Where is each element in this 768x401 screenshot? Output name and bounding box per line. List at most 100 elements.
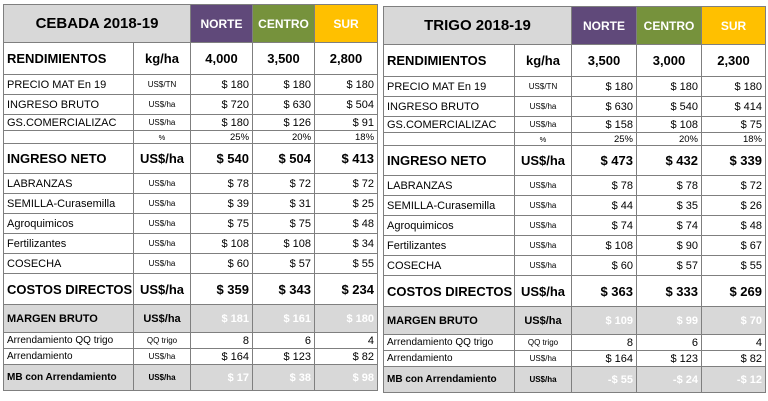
value-norte: 4,000 bbox=[190, 42, 254, 75]
header-row: TRIGO 2018-19 NORTE CENTRO SUR bbox=[383, 6, 766, 45]
row-arrendamiento-qq: Arrendamiento QQ trigo QQ trigo 8 6 4 bbox=[383, 334, 766, 351]
row-rendimientos: RENDIMIENTOS kg/ha 4,000 3,500 2,800 bbox=[3, 42, 379, 75]
value-sur: $ 82 bbox=[314, 348, 379, 365]
row-label: INGRESO BRUTO bbox=[3, 94, 134, 115]
row-gs-comercializac: GS.COMERCIALIZAC US$/ha $ 180 $ 126 $ 91 bbox=[3, 114, 379, 131]
row-unit: US$/ha bbox=[514, 215, 572, 236]
value-centro: $ 35 bbox=[636, 195, 702, 216]
value-centro: $ 180 bbox=[252, 74, 316, 95]
row-label: INGRESO BRUTO bbox=[383, 96, 515, 117]
value-norte: $ 473 bbox=[571, 145, 637, 176]
value-centro: $ 57 bbox=[252, 253, 316, 274]
row-precio: PRECIO MAT En 19 US$/TN $ 180 $ 180 $ 18… bbox=[383, 76, 766, 97]
row-agroquimicos: Agroquimicos US$/ha $ 75 $ 75 $ 48 bbox=[3, 213, 379, 234]
row-costos-directos: COSTOS DIRECTOS US$/ha $ 359 $ 343 $ 234 bbox=[3, 273, 379, 305]
row-unit: US$/ha bbox=[514, 195, 572, 216]
value-norte: $ 109 bbox=[571, 306, 637, 335]
row-label: MARGEN BRUTO bbox=[3, 304, 134, 333]
value-norte: 25% bbox=[571, 132, 637, 146]
value-sur: $ 75 bbox=[701, 116, 766, 133]
row-mb-arrendamiento: MB con Arrendamiento US$/ha $ 17 $ 38 $ … bbox=[3, 364, 379, 391]
value-norte: $ 44 bbox=[571, 195, 637, 216]
value-sur: $ 98 bbox=[314, 364, 379, 391]
value-norte: $ 180 bbox=[190, 74, 254, 95]
value-sur: $ 91 bbox=[314, 114, 379, 131]
row-label: Arrendamiento QQ trigo bbox=[3, 332, 134, 349]
row-label: Fertilizantes bbox=[3, 233, 134, 254]
value-norte: $ 158 bbox=[571, 116, 637, 133]
value-centro: $ 180 bbox=[636, 76, 702, 97]
row-label: COSECHA bbox=[3, 253, 134, 274]
value-centro: $ 540 bbox=[636, 96, 702, 117]
table-title: TRIGO 2018-19 bbox=[383, 6, 572, 45]
value-centro: $ 333 bbox=[636, 275, 702, 307]
value-sur: $ 55 bbox=[314, 253, 379, 274]
row-unit: US$/ha bbox=[514, 350, 572, 367]
row-label: Agroquimicos bbox=[383, 215, 515, 236]
cebada-table: CEBADA 2018-19 NORTE CENTRO SUR RENDIMIE… bbox=[2, 4, 379, 391]
row-cosecha: COSECHA US$/ha $ 60 $ 57 $ 55 bbox=[3, 253, 379, 274]
value-norte: $ 60 bbox=[190, 253, 254, 274]
row-label: Arrendamiento bbox=[3, 348, 134, 365]
value-centro: $ 123 bbox=[636, 350, 702, 367]
value-centro: $ 630 bbox=[252, 94, 316, 115]
row-unit: kg/ha bbox=[132, 42, 192, 75]
row-unit: US$/ha bbox=[514, 306, 572, 335]
row-label: PRECIO MAT En 19 bbox=[3, 74, 134, 95]
row-unit: US$/ha bbox=[132, 213, 192, 234]
value-norte: $ 630 bbox=[571, 96, 637, 117]
row-label: INGRESO NETO bbox=[383, 145, 515, 176]
value-centro: $ 57 bbox=[636, 255, 702, 276]
value-sur: $ 414 bbox=[701, 96, 766, 117]
table-title: CEBADA 2018-19 bbox=[2, 4, 192, 43]
row-label: Agroquimicos bbox=[3, 213, 134, 234]
value-centro: $ 108 bbox=[252, 233, 316, 254]
value-sur: $ 234 bbox=[314, 273, 379, 305]
value-centro: $ 126 bbox=[252, 114, 316, 131]
value-sur: $ 34 bbox=[314, 233, 379, 254]
row-label: GS.COMERCIALIZAC bbox=[383, 116, 515, 133]
value-sur: $ 180 bbox=[701, 76, 766, 97]
row-label: MB con Arrendamiento bbox=[383, 366, 515, 393]
value-norte: $ 720 bbox=[190, 94, 254, 115]
value-norte: 8 bbox=[571, 334, 637, 351]
value-sur: $ 413 bbox=[314, 143, 379, 174]
row-unit: US$/ha bbox=[132, 193, 192, 214]
value-norte: $ 164 bbox=[571, 350, 637, 367]
row-label: LABRANZAS bbox=[3, 173, 134, 194]
row-arrendamiento: Arrendamiento US$/ha $ 164 $ 123 $ 82 bbox=[3, 348, 379, 365]
value-centro: $ 31 bbox=[252, 193, 316, 214]
row-arrendamiento: Arrendamiento US$/ha $ 164 $ 123 $ 82 bbox=[383, 350, 766, 367]
value-sur: -$ 12 bbox=[701, 366, 766, 393]
row-unit: US$/ha bbox=[132, 94, 192, 115]
row-label: RENDIMIENTOS bbox=[3, 42, 134, 75]
value-norte: $ 359 bbox=[190, 273, 254, 305]
row-unit: US$/TN bbox=[132, 74, 192, 95]
row-label: SEMILLA-Curasemilla bbox=[3, 193, 134, 214]
trigo-table: TRIGO 2018-19 NORTE CENTRO SUR RENDIMIEN… bbox=[383, 6, 766, 393]
row-unit: US$/ha bbox=[132, 348, 192, 365]
row-costos-directos: COSTOS DIRECTOS US$/ha $ 363 $ 333 $ 269 bbox=[383, 275, 766, 307]
value-sur: 4 bbox=[701, 334, 766, 351]
value-sur: $ 26 bbox=[701, 195, 766, 216]
row-margen-bruto: MARGEN BRUTO US$/ha $ 109 $ 99 $ 70 bbox=[383, 306, 766, 335]
row-label: INGRESO NETO bbox=[3, 143, 134, 174]
row-agroquimicos: Agroquimicos US$/ha $ 74 $ 74 $ 48 bbox=[383, 215, 766, 236]
value-norte: $ 180 bbox=[571, 76, 637, 97]
row-unit: US$/ha bbox=[514, 235, 572, 256]
row-mb-arrendamiento: MB con Arrendamiento US$/ha -$ 55 -$ 24 … bbox=[383, 366, 766, 393]
row-percent: % 25% 20% 18% bbox=[3, 130, 379, 144]
value-centro: -$ 24 bbox=[636, 366, 702, 393]
value-centro: $ 99 bbox=[636, 306, 702, 335]
value-centro: 6 bbox=[252, 332, 316, 349]
row-unit: % bbox=[132, 130, 192, 144]
value-centro: $ 74 bbox=[636, 215, 702, 236]
row-unit: US$/ha bbox=[132, 364, 192, 391]
value-centro: $ 161 bbox=[252, 304, 316, 333]
value-norte: $ 363 bbox=[571, 275, 637, 307]
row-label bbox=[3, 130, 134, 144]
value-sur: $ 504 bbox=[314, 94, 379, 115]
value-sur: $ 48 bbox=[701, 215, 766, 236]
value-norte: 25% bbox=[190, 130, 254, 144]
value-sur: $ 180 bbox=[314, 304, 379, 333]
